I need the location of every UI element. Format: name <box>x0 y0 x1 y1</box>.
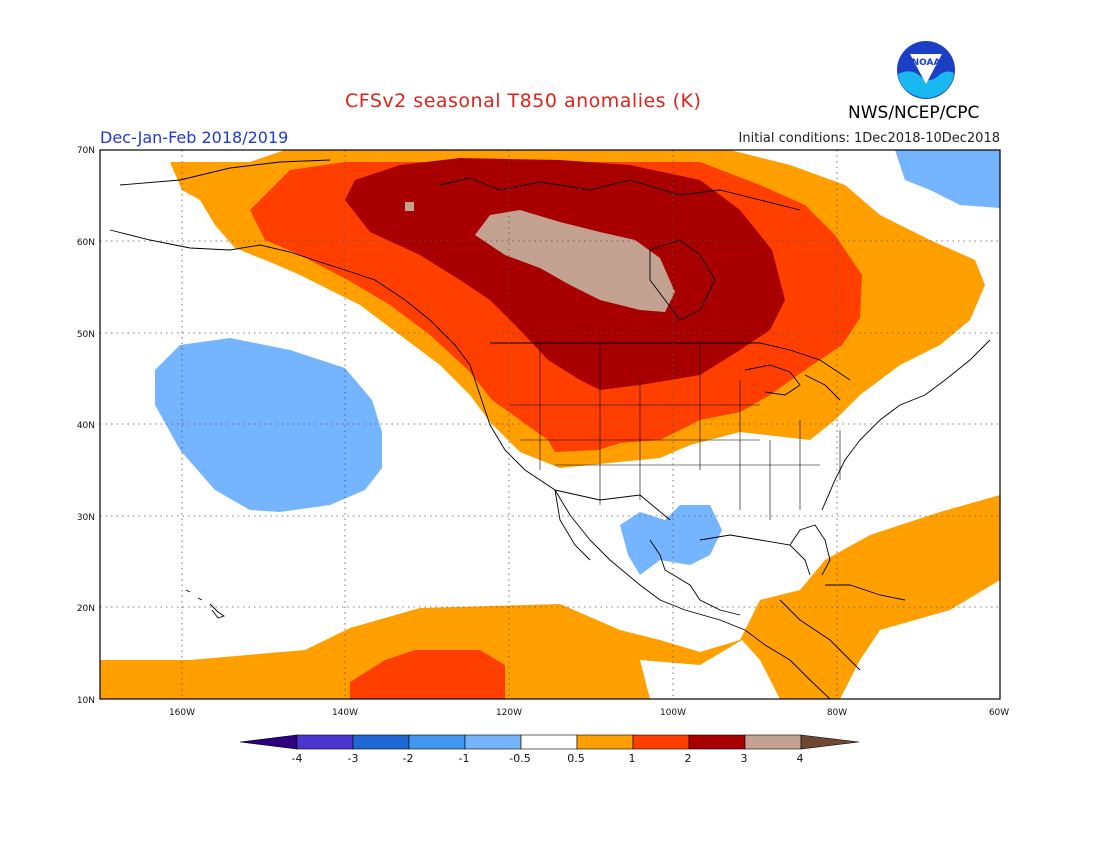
colorbar-swatch <box>296 734 354 750</box>
lon-label: 120W <box>496 708 522 718</box>
lat-label: 60N <box>77 238 95 248</box>
initial-conditions-label: Initial conditions: 1Dec2018-10Dec2018 <box>738 131 1000 146</box>
lat-label: 50N <box>77 330 95 340</box>
colorbar-labels: -4 -3 -2 -1 -0.5 0.5 1 2 3 4 <box>292 752 804 765</box>
region-redorange-sw <box>562 415 610 440</box>
region-blue-pacific <box>155 338 382 512</box>
great-lakes <box>744 364 841 401</box>
colorbar-swatch <box>520 734 578 750</box>
lat-label: 20N <box>77 604 95 614</box>
colorbar-label: -3 <box>348 752 359 765</box>
alaska-coast <box>109 229 471 366</box>
chart-title: CFSv2 seasonal T850 anomalies (K) <box>345 90 702 112</box>
alaska-north <box>119 159 331 186</box>
lat-axis: 70N 60N 50N 40N 30N 20N 10N <box>77 146 95 706</box>
cuba <box>825 584 906 601</box>
colorbar-label: 2 <box>685 752 692 765</box>
lon-label: 140W <box>332 708 358 718</box>
logo-text: NOAA <box>912 58 941 68</box>
hudson-bay <box>649 239 716 321</box>
lon-label: 80W <box>827 708 847 718</box>
colorbar-arrow-right <box>800 734 860 750</box>
colorbar-label: -2 <box>403 752 414 765</box>
florida <box>789 524 831 576</box>
colorbar-arrow-left <box>239 734 298 750</box>
us-west-coast <box>469 364 746 631</box>
agency-label: NWS/NCEP/CPC <box>848 103 980 123</box>
canada-arctic <box>439 177 801 211</box>
noaa-logo: NOAA <box>897 41 955 99</box>
colorbar-swatch <box>576 734 634 750</box>
region-blue-texas <box>620 505 722 575</box>
us-mexico-border <box>554 489 671 521</box>
region-tan-speck <box>405 202 414 211</box>
lat-label: 10N <box>77 696 95 706</box>
graticule <box>100 150 1000 699</box>
lon-label: 60W <box>989 708 1009 718</box>
lon-label: 100W <box>660 708 686 718</box>
us-canada-border <box>490 342 851 381</box>
colorbar-swatch <box>408 734 466 750</box>
colorbar-label: -1 <box>459 752 470 765</box>
colorbar-swatch <box>744 734 802 750</box>
colorbar-label: 4 <box>797 752 804 765</box>
region-tan <box>475 210 675 312</box>
colorbar <box>239 734 860 750</box>
colorbar-label: 3 <box>741 752 748 765</box>
region-white-mexico-coast <box>640 640 780 699</box>
hawaii <box>185 589 226 619</box>
colorbar-swatch <box>688 734 746 750</box>
region-blue-northeast <box>895 150 1000 208</box>
lon-axis: 160W 140W 120W 100W 80W 60W <box>169 708 1009 718</box>
map-frame <box>99 149 1001 700</box>
colorbar-swatch <box>632 734 690 750</box>
colorbar-swatch <box>464 734 522 750</box>
colorbar-label: 1 <box>629 752 636 765</box>
state-lines <box>510 343 841 520</box>
coastlines <box>109 159 991 699</box>
region-redorange-tropical <box>350 650 505 699</box>
anomaly-shading <box>100 150 1000 699</box>
colorbar-swatch <box>352 734 410 750</box>
season-subtitle: Dec-Jan-Feb 2018/2019 <box>100 128 289 147</box>
central-america <box>744 599 861 699</box>
lat-label: 40N <box>77 421 95 431</box>
lon-label: 160W <box>169 708 195 718</box>
baja <box>554 489 591 561</box>
colorbar-label: -4 <box>292 752 303 765</box>
colorbar-label: -0.5 <box>509 752 530 765</box>
gulf-coast <box>649 534 811 616</box>
lat-label: 70N <box>77 146 95 156</box>
colorbar-label: 0.5 <box>567 752 585 765</box>
lat-label: 30N <box>77 513 95 523</box>
region-orange-tropical <box>100 495 1000 699</box>
